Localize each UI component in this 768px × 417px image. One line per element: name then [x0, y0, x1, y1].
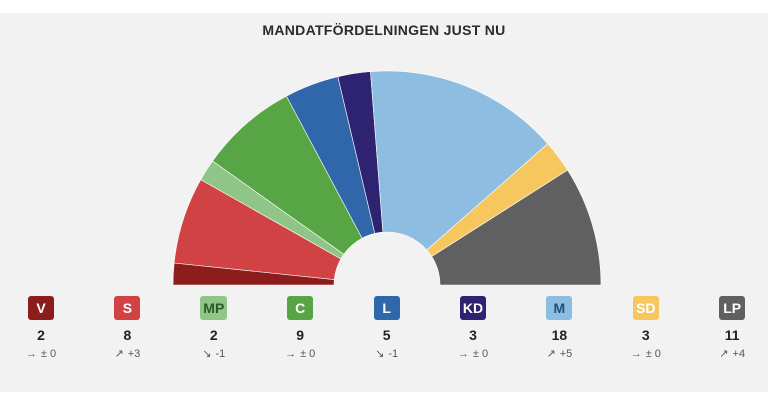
party-badge: M	[546, 296, 573, 320]
party-c[interactable]: C 9 → ± 0	[260, 296, 340, 361]
seat-change: ↗ +4	[692, 347, 768, 361]
seat-change-value: ± 0	[472, 348, 489, 360]
seat-segment-m[interactable]	[370, 70, 549, 251]
seat-count: 3	[469, 327, 477, 343]
seat-change: → ± 0	[1, 347, 81, 361]
seat-change: → ± 0	[433, 347, 513, 361]
seat-change-value: +4	[732, 348, 746, 360]
party-sd[interactable]: SD 3 → ± 0	[606, 296, 686, 361]
seat-change-value: -1	[215, 348, 226, 360]
seat-change-value: ± 0	[40, 348, 57, 360]
party-badge: L	[373, 296, 400, 320]
party-m[interactable]: M 18 ↗ +5	[519, 296, 599, 361]
party-badge: C	[287, 296, 314, 320]
seat-count: 2	[37, 327, 45, 343]
seat-count: 8	[123, 327, 132, 343]
seat-change: → ± 0	[606, 347, 686, 361]
party-mp[interactable]: MP 2 ↘ -1	[174, 296, 254, 361]
party-l[interactable]: L 5 ↘ -1	[347, 296, 427, 361]
arrow-right-icon: →	[25, 348, 37, 360]
party-badge: LP	[719, 296, 746, 320]
arrow-right-icon: →	[285, 348, 297, 360]
arrow-up-right-icon: ↗	[719, 348, 729, 360]
arrow-right-icon: →	[457, 348, 469, 360]
seat-count: 9	[296, 327, 305, 343]
party-lp[interactable]: LP 11 ↗ +4	[692, 296, 768, 361]
seat-change-value: +3	[127, 348, 141, 360]
seat-change-value: ± 0	[645, 348, 661, 360]
arrow-up-right-icon: ↗	[114, 348, 124, 360]
party-badge: V	[28, 296, 54, 320]
party-kd[interactable]: KD 3 → ± 0	[433, 296, 513, 361]
arrow-down-right-icon: ↘	[202, 348, 212, 360]
seat-change: ↗ +3	[87, 347, 167, 361]
arrow-down-right-icon: ↘	[375, 348, 385, 360]
seat-count: 11	[724, 327, 740, 343]
arrow-up-right-icon: ↗	[546, 348, 556, 360]
seat-count: 5	[382, 327, 391, 343]
party-badge: KD	[459, 296, 487, 320]
seat-count: 18	[551, 327, 568, 343]
seat-change-value: +5	[559, 348, 573, 360]
party-s[interactable]: S 8 ↗ +3	[87, 296, 167, 361]
party-v[interactable]: V 2 → ± 0	[1, 296, 81, 361]
seat-change: ↗ +5	[519, 347, 599, 361]
party-badge: SD	[632, 296, 659, 320]
seat-count: 2	[209, 327, 218, 343]
seat-change-value: ± 0	[300, 348, 316, 360]
party-badge: MP	[200, 296, 228, 320]
seat-change: ↘ -1	[174, 347, 254, 361]
arrow-right-icon: →	[630, 348, 642, 360]
seat-change: ↘ -1	[347, 347, 427, 361]
seat-segment-lp[interactable]	[431, 169, 602, 286]
seat-change-value: -1	[388, 348, 399, 360]
arc-baseline	[171, 285, 603, 287]
seat-change: → ± 0	[260, 347, 340, 361]
seat-count: 3	[641, 327, 650, 343]
chart-title: MANDATFÖRDELNINGEN JUST NU	[262, 22, 506, 38]
party-badge: S	[114, 296, 141, 320]
